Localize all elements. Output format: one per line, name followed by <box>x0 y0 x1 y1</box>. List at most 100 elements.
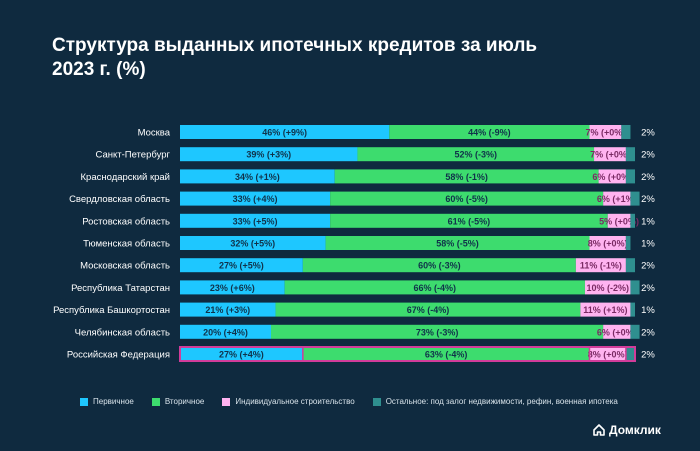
data-label-row-4-series-3: 1% <box>641 216 655 227</box>
bar-segment-row-0-series-3 <box>621 125 631 139</box>
category-label-row-8: Республика Башкортостан <box>53 305 170 316</box>
data-label-row-9-series-2: 6% (+0%) <box>597 327 637 337</box>
legend-item-primary: Первичное <box>80 397 134 406</box>
bar-segment-row-0-series-2 <box>589 125 622 139</box>
data-label-row-5-series-3: 1% <box>641 239 655 250</box>
bar-segment-row-0-series-0 <box>180 125 390 139</box>
bar-segment-row-7-series-3 <box>630 280 640 295</box>
legend-swatch-secondary <box>151 397 160 406</box>
bar-segment-row-8-series-1 <box>275 302 581 317</box>
category-label-row-5: Тюменская область <box>83 239 170 250</box>
bar-segment-row-6-series-1 <box>302 258 576 273</box>
data-label-row-10-series-3: 2% <box>641 350 655 361</box>
data-label-row-2-series-0: 34% (+1%) <box>235 172 280 182</box>
bar-segment-row-2-series-0 <box>180 169 335 184</box>
data-label-row-9-series-0: 20% (+4%) <box>203 327 248 337</box>
data-label-row-3-series-3: 2% <box>641 194 655 205</box>
data-label-row-8-series-0: 21% (+3%) <box>205 305 250 315</box>
data-label-row-1-series-1: 52% (-3%) <box>454 150 497 160</box>
data-label-row-2-series-2: 6% (+0%) <box>592 172 632 182</box>
data-label-row-6-series-0: 27% (+5%) <box>219 261 264 271</box>
data-label-row-7-series-0: 23% (+6%) <box>210 283 255 293</box>
data-label-row-2-series-3: 2% <box>641 172 655 183</box>
bar-segment-row-7-series-2 <box>584 280 631 295</box>
data-label-row-8-series-3: 1% <box>641 305 655 316</box>
data-label-row-5-series-2: 8% (+0%) <box>588 239 628 249</box>
category-label-row-0: Москва <box>138 128 171 139</box>
bar-segment-row-1-series-0 <box>180 147 358 162</box>
bar-segment-row-3-series-2 <box>603 191 631 206</box>
category-label-row-6: Московская область <box>80 261 170 272</box>
legend-swatch-primary <box>80 397 88 406</box>
data-label-row-8-series-1: 67% (-4%) <box>407 305 450 315</box>
data-label-row-4-series-2: 5% (+0%) <box>599 216 639 226</box>
bar-segment-row-4-series-3 <box>630 213 635 228</box>
chart-title: Структура выданных ипотечных кредитов за… <box>52 35 538 80</box>
bar-segment-row-6-series-2 <box>575 258 626 273</box>
bar-segment-row-7-series-1 <box>284 280 585 295</box>
data-label-row-9-series-1: 73% (-3%) <box>416 327 459 337</box>
category-label-row-4: Ростовская область <box>82 216 170 227</box>
legend-label-other: Остальное: под залог недвижимости, рефин… <box>385 397 618 406</box>
legend-label-individual: Индивидуальное строительство <box>235 397 355 406</box>
brand-name: Домклик <box>609 423 661 437</box>
data-label-row-10-series-0: 27% (+4%) <box>219 350 264 360</box>
data-label-row-2-series-1: 58% (-1%) <box>445 172 488 182</box>
bar-segment-row-8-series-0 <box>180 302 276 317</box>
data-label-row-3-series-1: 60% (-5%) <box>445 194 488 204</box>
data-label-row-0-series-0: 46% (+9%) <box>262 128 307 138</box>
legend-swatch-other <box>372 397 381 406</box>
bar-segment-row-4-series-2 <box>607 213 631 228</box>
bar-segment-row-2-series-3 <box>625 169 635 184</box>
bar-segment-row-9-series-1 <box>271 324 604 339</box>
data-label-row-7-series-2: 10% (-2%) <box>586 283 629 293</box>
house-icon <box>593 424 605 436</box>
bar-segment-row-4-series-1 <box>330 213 608 228</box>
category-label-row-10: Российская Федерация <box>67 350 170 361</box>
data-label-row-6-series-3: 2% <box>641 261 655 272</box>
data-label-row-3-series-0: 33% (+4%) <box>233 194 278 204</box>
bar-segment-row-3-series-0 <box>180 191 331 206</box>
bar-segment-row-5-series-2 <box>589 236 626 250</box>
data-label-row-4-series-1: 61% (-5%) <box>448 216 491 226</box>
bar-segment-row-5-series-1 <box>325 236 590 250</box>
data-label-row-8-series-2: 11% (+1%) <box>583 305 627 315</box>
bar-segment-row-0-series-1 <box>389 125 590 139</box>
bar-segment-row-5-series-0 <box>180 236 326 250</box>
brand-logo: Домклик <box>592 423 661 437</box>
bar-segment-row-7-series-0 <box>180 280 285 295</box>
data-label-row-7-series-1: 66% (-4%) <box>414 283 457 293</box>
bar-segment-row-9-series-0 <box>180 324 271 339</box>
data-label-row-1-series-3: 2% <box>641 150 655 161</box>
bar-segment-row-10-series-2 <box>589 347 626 361</box>
bar-segment-row-2-series-2 <box>598 169 626 184</box>
bar-segment-row-8-series-2 <box>580 302 631 317</box>
category-label-row-3: Свердловская область <box>69 194 170 205</box>
bar-segment-row-2-series-1 <box>334 169 599 184</box>
data-label-row-1-series-2: 7% (+0%) <box>590 150 630 160</box>
bar-segment-row-1-series-2 <box>594 147 626 162</box>
data-label-row-10-series-2: 8% (+0%) <box>588 350 628 360</box>
bar-segment-row-9-series-2 <box>603 324 631 339</box>
data-label-row-6-series-2: 11% (-1%) <box>580 261 622 271</box>
bar-segment-row-8-series-3 <box>630 302 635 317</box>
legend-item-other: Остальное: под залог недвижимости, рефин… <box>372 397 618 406</box>
bar-segment-row-3-series-1 <box>330 191 604 206</box>
bar-segment-row-10-series-1 <box>302 347 590 361</box>
category-label-row-7: Республика Татарстан <box>71 283 170 294</box>
bar-segment-row-6-series-3 <box>625 258 635 273</box>
bar-segment-row-3-series-3 <box>630 191 640 206</box>
bar-segment-row-5-series-3 <box>625 236 631 250</box>
data-label-row-5-series-0: 32% (+5%) <box>230 239 275 249</box>
data-label-row-0-series-2: 7% (+0%) <box>586 128 626 138</box>
bar-segment-row-6-series-0 <box>180 258 303 273</box>
data-label-row-6-series-1: 60% (-3%) <box>418 261 461 271</box>
legend-swatch-individual <box>222 397 231 406</box>
data-label-row-9-series-3: 2% <box>641 327 655 338</box>
bar-segment-row-1-series-3 <box>625 147 635 162</box>
data-label-row-0-series-3: 2% <box>641 128 655 139</box>
data-label-row-0-series-1: 44% (-9%) <box>468 128 511 138</box>
data-label-row-1-series-0: 39% (+3%) <box>246 150 291 160</box>
chart-legend: Первичное Вторичное Индивидуальное строи… <box>80 397 680 406</box>
